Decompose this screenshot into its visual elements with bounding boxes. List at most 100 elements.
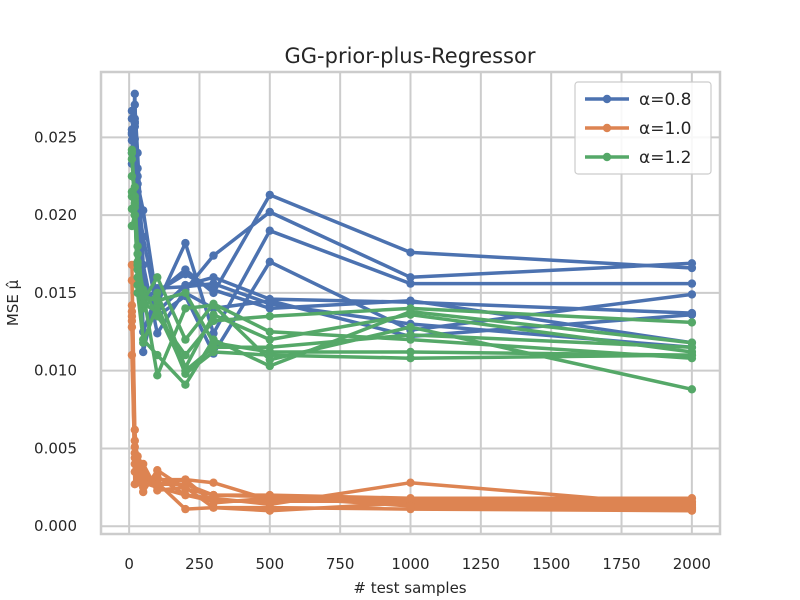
data-point	[687, 259, 697, 268]
data-point	[406, 279, 415, 288]
data-point	[687, 343, 697, 352]
data-point	[209, 299, 218, 308]
legend-label: α=1.2	[639, 148, 692, 168]
data-point	[687, 385, 697, 394]
data-point	[687, 504, 697, 514]
y-tick-label: 0.015	[34, 284, 77, 302]
data-point	[406, 347, 415, 357]
data-point	[127, 301, 137, 310]
data-point	[265, 492, 274, 501]
data-point	[181, 366, 190, 375]
data-point	[139, 338, 148, 347]
data-point	[181, 288, 190, 298]
data-point	[687, 290, 697, 299]
y-tick-label: 0.010	[34, 362, 77, 380]
x-axis-ticks: 0 250 500 750 1000 1250 1500 1750 2000	[124, 555, 711, 573]
data-point	[265, 327, 274, 336]
y-tick-label: 0.025	[34, 128, 77, 146]
x-tick-label: 1250	[462, 555, 500, 573]
data-point	[209, 279, 218, 288]
y-axis-label: MSE μ̂	[4, 279, 22, 326]
legend-box	[574, 81, 712, 175]
data-point	[406, 296, 415, 305]
y-tick-label: 0.020	[34, 206, 77, 224]
data-point	[209, 478, 218, 487]
data-point	[153, 296, 162, 305]
data-point	[153, 329, 162, 338]
data-point	[139, 299, 148, 308]
data-point	[153, 288, 162, 298]
data-point	[265, 296, 274, 305]
x-tick-label: 250	[185, 555, 214, 573]
data-point	[181, 270, 190, 279]
series-group-3	[127, 145, 697, 394]
data-point	[265, 335, 274, 344]
data-point	[406, 310, 415, 319]
data-point	[687, 350, 697, 360]
data-point	[130, 480, 139, 489]
data-point	[181, 504, 190, 514]
legend-item: α=0.8	[585, 90, 692, 110]
data-point	[209, 329, 218, 338]
y-tick-label: 0.000	[34, 517, 77, 535]
legend: α=0.8 α=1.0 α=1.2	[574, 81, 712, 175]
data-point	[265, 190, 274, 200]
data-point	[265, 207, 274, 217]
data-point	[139, 470, 148, 480]
series-group-2	[127, 260, 697, 515]
data-point	[406, 501, 415, 511]
x-tick-label: 500	[255, 555, 284, 573]
x-tick-label: 750	[326, 555, 355, 573]
data-point	[687, 310, 697, 319]
legend-label: α=1.0	[639, 119, 692, 139]
data-point	[139, 347, 148, 357]
data-point	[265, 343, 274, 352]
data-point	[127, 145, 137, 154]
data-point	[130, 203, 139, 212]
data-point	[209, 490, 218, 500]
data-point	[153, 466, 162, 475]
data-point	[181, 380, 190, 389]
data-point	[153, 350, 162, 360]
data-point	[265, 503, 274, 512]
data-point	[153, 472, 162, 481]
y-tick-label: 0.005	[34, 439, 77, 457]
data-point	[406, 354, 415, 363]
data-point	[153, 486, 162, 495]
data-point	[406, 330, 415, 340]
legend-marker	[602, 152, 612, 162]
data-point	[209, 316, 218, 326]
data-point	[181, 335, 190, 344]
data-point	[181, 350, 190, 360]
x-tick-label: 0	[124, 555, 134, 573]
x-tick-label: 1500	[532, 555, 570, 573]
legend-item: α=1.2	[585, 148, 692, 168]
y-axis-ticks: 0.000 0.005 0.010 0.015 0.020 0.025	[34, 128, 77, 535]
data-point	[181, 480, 190, 489]
data-point	[209, 251, 218, 260]
x-axis-label: # test samples	[353, 579, 466, 597]
legend-marker	[602, 123, 612, 133]
x-tick-label: 1000	[391, 555, 429, 573]
data-point	[133, 462, 142, 472]
data-point	[265, 312, 274, 321]
data-point	[130, 119, 139, 128]
plot-area	[127, 89, 697, 515]
data-point	[130, 89, 139, 99]
data-point	[265, 257, 274, 266]
data-point	[406, 478, 415, 487]
data-point	[127, 154, 137, 164]
series-line	[130, 309, 694, 511]
data-point	[265, 226, 274, 235]
chart-title: GG-prior-plus-Regressor	[285, 44, 536, 68]
data-point	[133, 260, 142, 270]
data-point	[687, 279, 697, 288]
data-point	[181, 490, 190, 500]
data-point	[406, 304, 415, 313]
data-point	[153, 480, 162, 489]
x-tick-label: 2000	[673, 555, 711, 573]
data-point	[406, 273, 415, 282]
data-point	[209, 503, 218, 512]
data-point	[209, 310, 218, 319]
